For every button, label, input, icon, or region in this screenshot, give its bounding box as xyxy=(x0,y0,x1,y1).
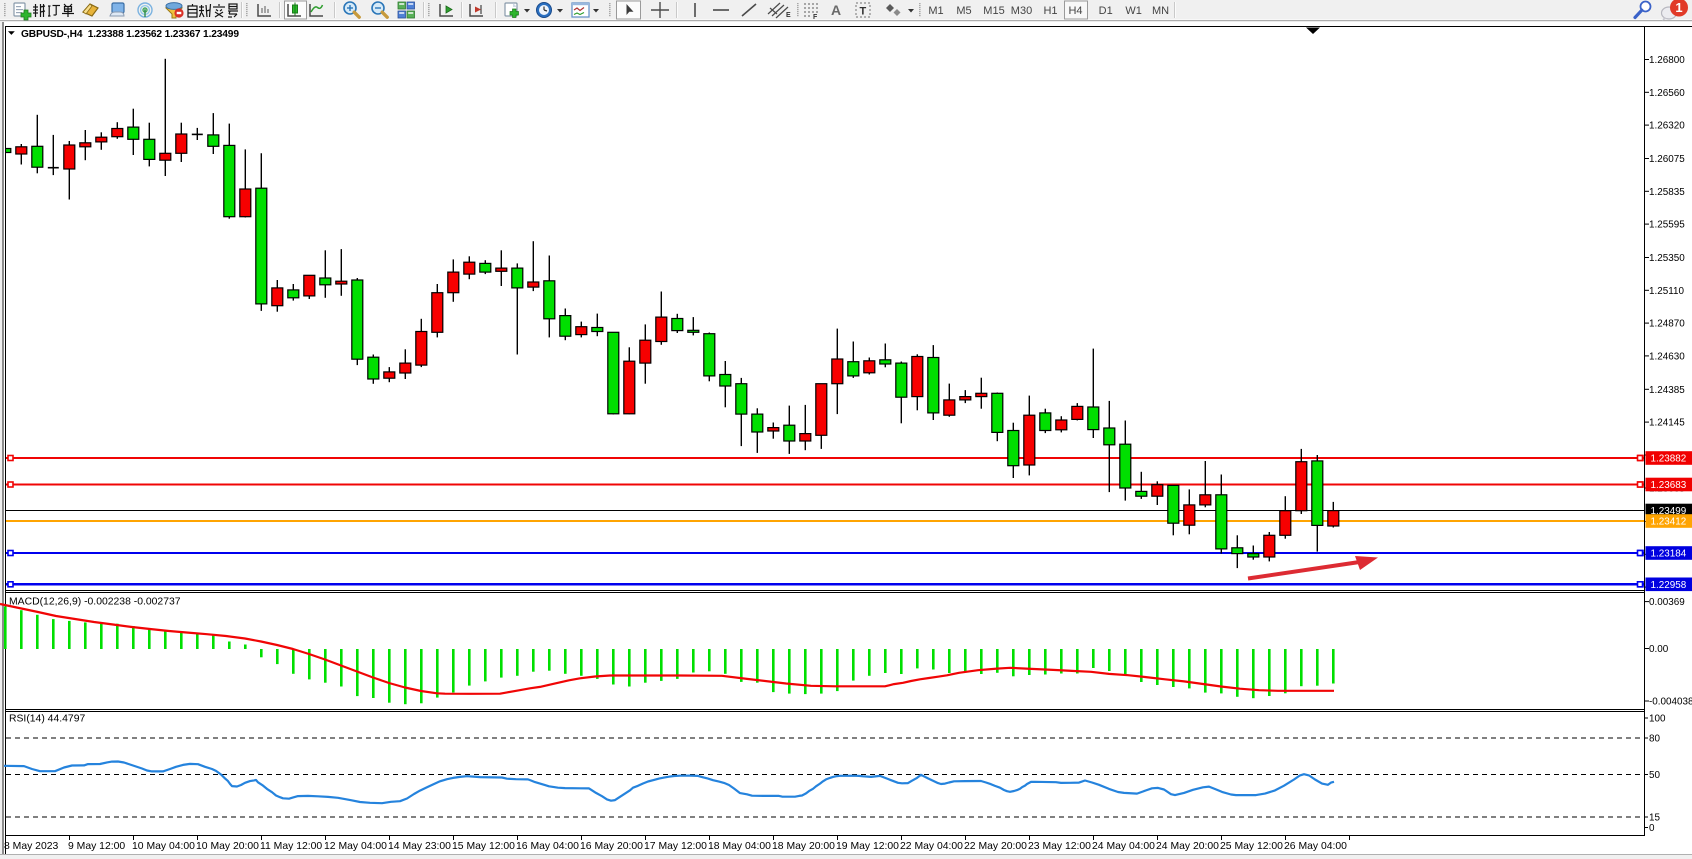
svg-text:50: 50 xyxy=(1649,770,1660,781)
svg-text:8 May 2023: 8 May 2023 xyxy=(4,841,59,852)
svg-text:1.24145: 1.24145 xyxy=(1649,418,1685,429)
svg-text:80: 80 xyxy=(1649,734,1660,745)
svg-text:D1: D1 xyxy=(1099,5,1113,17)
svg-text:M15: M15 xyxy=(983,5,1004,17)
svg-text:1.23184: 1.23184 xyxy=(1651,549,1687,560)
svg-text:1.23412: 1.23412 xyxy=(1651,517,1687,528)
svg-text:16 May 20:00: 16 May 20:00 xyxy=(580,841,643,852)
svg-text:M30: M30 xyxy=(1011,5,1032,17)
svg-text:M1: M1 xyxy=(928,5,943,17)
svg-text:10 May 04:00: 10 May 04:00 xyxy=(132,841,195,852)
svg-text:15: 15 xyxy=(1649,813,1660,824)
svg-text:22 May 20:00: 22 May 20:00 xyxy=(964,841,1027,852)
svg-text:26 May 04:00: 26 May 04:00 xyxy=(1284,841,1347,852)
svg-text:1.23683: 1.23683 xyxy=(1651,480,1687,491)
svg-text:17 May 12:00: 17 May 12:00 xyxy=(644,841,707,852)
svg-text:23 May 12:00: 23 May 12:00 xyxy=(1028,841,1091,852)
svg-text:1.23499: 1.23499 xyxy=(1651,506,1687,517)
svg-text:1.26800: 1.26800 xyxy=(1649,55,1685,66)
svg-text:MN: MN xyxy=(1152,5,1169,17)
svg-text:RSI(14) 44.4797: RSI(14) 44.4797 xyxy=(9,714,85,725)
svg-text:1.22958: 1.22958 xyxy=(1651,580,1687,591)
svg-text:24 May 20:00: 24 May 20:00 xyxy=(1156,841,1219,852)
svg-text:-0.004038: -0.004038 xyxy=(1649,697,1692,708)
svg-text:T: T xyxy=(860,6,867,18)
svg-text:15 May 12:00: 15 May 12:00 xyxy=(452,841,515,852)
svg-text:M5: M5 xyxy=(956,5,971,17)
svg-text:1.26320: 1.26320 xyxy=(1649,121,1685,132)
svg-text:1.24385: 1.24385 xyxy=(1649,385,1685,396)
svg-text:0: 0 xyxy=(1649,823,1655,834)
svg-text:11 May 12:00: 11 May 12:00 xyxy=(260,841,322,852)
svg-text:12 May 04:00: 12 May 04:00 xyxy=(324,841,387,852)
svg-text:0.00: 0.00 xyxy=(1649,644,1669,655)
svg-text:1.26075: 1.26075 xyxy=(1649,154,1685,165)
svg-text:10 May 20:00: 10 May 20:00 xyxy=(196,841,259,852)
svg-text:0.00369: 0.00369 xyxy=(1649,597,1685,608)
svg-text:1.25835: 1.25835 xyxy=(1649,187,1685,198)
svg-text:MACD(12,26,9) -0.002238 -0.002: MACD(12,26,9) -0.002238 -0.002737 xyxy=(9,597,181,608)
svg-text:E: E xyxy=(786,12,791,19)
svg-text:1.25110: 1.25110 xyxy=(1649,286,1684,297)
svg-text:9 May 12:00: 9 May 12:00 xyxy=(68,841,125,852)
svg-text:1.23882: 1.23882 xyxy=(1651,454,1687,465)
svg-text:1.25595: 1.25595 xyxy=(1649,220,1685,231)
svg-text:18 May 20:00: 18 May 20:00 xyxy=(772,841,835,852)
svg-text:18 May 04:00: 18 May 04:00 xyxy=(708,841,771,852)
svg-text:1.26560: 1.26560 xyxy=(1649,88,1685,99)
svg-text:1.24630: 1.24630 xyxy=(1649,352,1685,363)
svg-text:W1: W1 xyxy=(1125,5,1142,17)
svg-text:H4: H4 xyxy=(1068,5,1082,17)
svg-text:19 May 12:00: 19 May 12:00 xyxy=(836,841,899,852)
svg-text:24 May 04:00: 24 May 04:00 xyxy=(1092,841,1155,852)
svg-text:100: 100 xyxy=(1649,714,1666,725)
svg-text:25 May 12:00: 25 May 12:00 xyxy=(1220,841,1283,852)
svg-text:22 May 04:00: 22 May 04:00 xyxy=(900,841,963,852)
svg-text:1.24870: 1.24870 xyxy=(1649,319,1685,330)
svg-text:H1: H1 xyxy=(1043,5,1057,17)
svg-text:A: A xyxy=(831,2,841,18)
svg-text:1.25350: 1.25350 xyxy=(1649,253,1685,264)
svg-text:GBPUSD-,H4 1.23388 1.23562 1.: GBPUSD-,H4 1.23388 1.23562 1.23367 1.234… xyxy=(21,29,239,40)
svg-text:16 May 04:00: 16 May 04:00 xyxy=(516,841,579,852)
svg-text:1: 1 xyxy=(1675,0,1682,15)
svg-text:14 May 23:00: 14 May 23:00 xyxy=(388,841,451,852)
svg-text:F: F xyxy=(813,14,818,21)
